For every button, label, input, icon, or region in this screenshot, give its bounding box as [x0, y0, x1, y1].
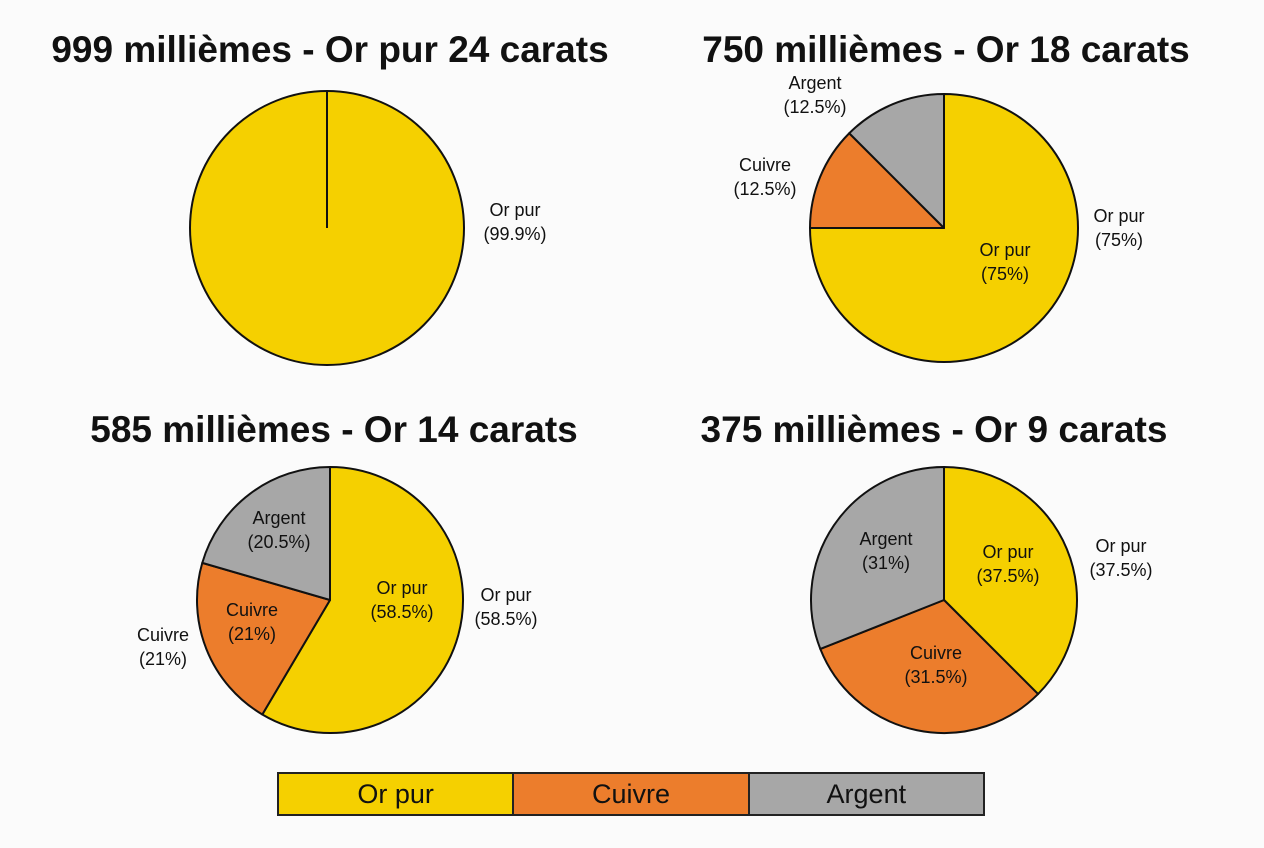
outer-label-argent: Argent (12.5%) — [783, 73, 846, 117]
legend: Or pur Cuivre Argent — [277, 772, 985, 816]
slice-argent — [848, 93, 945, 229]
pie-chart-2: 750 millièmes - Or 18 carats — [702, 29, 1190, 363]
slice-label-argent: Argent (20.5%) — [247, 508, 310, 552]
legend-label: Or pur — [357, 778, 434, 809]
outer-label-or-pur: Or pur (99.9%) — [483, 200, 546, 244]
legend-label: Argent — [826, 778, 907, 809]
chart-title: 999 millièmes - Or pur 24 carats — [51, 29, 608, 70]
pie-chart-3: 585 millièmes - Or 14 carats — [90, 409, 578, 734]
slice-cuivre — [196, 561, 331, 716]
chart-title: 375 millièmes - Or 9 carats — [701, 409, 1168, 450]
slice-label-or-pur: Or pur (37.5%) — [976, 542, 1039, 586]
slice-label-cuivre: Cuivre (31.5%) — [904, 643, 967, 687]
legend-item-or-pur: Or pur — [279, 774, 515, 814]
slice-argent — [201, 466, 331, 601]
slice-label-cuivre: Cuivre (21%) — [226, 600, 278, 644]
chart-title: 750 millièmes - Or 18 carats — [702, 29, 1189, 70]
legend-item-argent: Argent — [749, 774, 983, 814]
slice-cuivre — [809, 132, 945, 229]
outer-label-cuivre: Cuivre (12.5%) — [733, 155, 796, 199]
chart-title: 585 millièmes - Or 14 carats — [90, 409, 577, 450]
slice-cuivre — [819, 599, 1040, 734]
outer-label-or-pur: Or pur (75%) — [1093, 206, 1144, 250]
outer-label-or-pur: Or pur (58.5%) — [474, 585, 537, 629]
slice-label-or-pur: Or pur (75%) — [979, 240, 1030, 284]
outer-label-or-pur: Or pur (37.5%) — [1089, 536, 1152, 580]
outer-label-cuivre: Cuivre (21%) — [137, 625, 189, 669]
legend-item-cuivre: Cuivre — [514, 774, 750, 814]
legend-label: Cuivre — [591, 778, 670, 809]
pie-chart-4: 375 millièmes - Or 9 carats — [701, 409, 1168, 734]
slice-label-or-pur: Or pur (58.5%) — [370, 578, 433, 622]
slice-argent — [810, 466, 945, 650]
slice-or-pur — [261, 466, 464, 734]
slice-label-argent: Argent (31%) — [859, 529, 912, 573]
pie-chart-1: 999 millièmes - Or pur 24 carats — [51, 29, 609, 366]
slice-or-pur — [943, 466, 1079, 696]
